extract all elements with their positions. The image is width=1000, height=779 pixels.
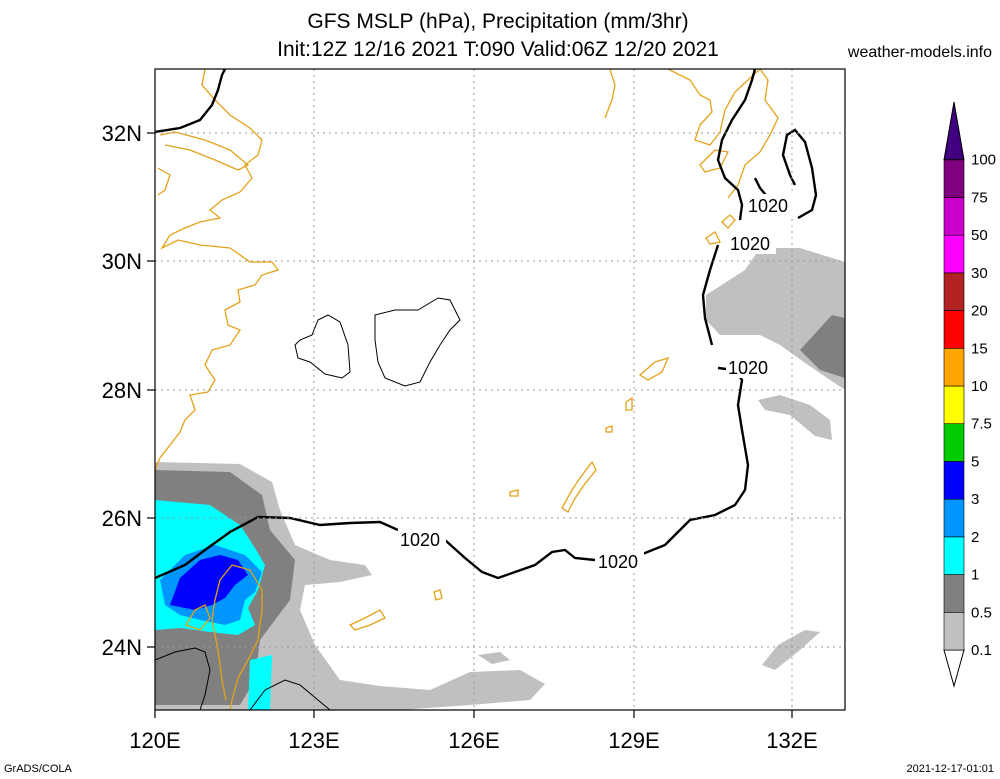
colorbar-swatch [943,101,965,161]
isobar-label: 1020 [730,234,770,254]
colorbar-swatch [943,385,965,425]
coastline [625,396,633,411]
colorbar-swatch [943,347,965,387]
coastline [211,564,263,710]
colorbar-level-label: 100 [971,152,996,169]
precip-area-light [758,395,832,440]
isobar-1020 [155,69,227,134]
coastline [509,489,519,497]
lon-tick-label: 126E [448,728,499,753]
coastline [159,131,250,171]
lat-tick-label: 32N [102,121,142,146]
lon-tick-label: 129E [608,728,659,753]
colorbar-level-label: 7.5 [971,416,992,433]
coastline [348,609,386,631]
lat-tick-label: 30N [102,249,142,274]
colorbar-swatch [943,272,965,311]
map-title: GFS MSLP (hPa), Precipitation (mm/3hr) [307,10,689,33]
colorbar-level-label: 5 [971,453,979,470]
coastline [638,356,670,381]
colorbar-swatch [943,498,965,538]
isobar-label: 1020 [748,196,788,216]
isobar-label: 1020 [400,530,440,550]
precip-area-medium [800,315,845,378]
colorbar-level-label: 2 [971,529,979,546]
coastline [605,425,613,433]
lon-tick-labels: 120E 123E 126E 129E 132E [129,728,817,753]
isobar-thin [249,679,331,710]
grid-layer [155,69,845,710]
generation-timestamp: 2021-12-17-01:01 [906,763,994,775]
coastline [705,231,721,245]
axis-ticks [147,132,793,718]
colorbar-level-label: 30 [971,265,988,282]
coastline [561,460,597,513]
colorbar-level-label: 50 [971,227,988,244]
colorbar-level-label: 0.5 [971,604,992,621]
colorbar-swatch [943,611,965,651]
colorbar-swatch [943,536,965,575]
lon-tick-label: 132E [766,728,817,753]
colorbar-level-label: 20 [971,303,988,320]
isobar-layer [155,69,818,710]
coastline [667,69,761,146]
coastline [185,604,211,631]
isobar-labels: 1020 1020 1020 1020 1020 [398,194,794,572]
coastline-layer [155,69,779,710]
lat-tick-label: 26N [102,506,142,531]
isobar-1020 [155,69,757,580]
coastline [433,589,443,601]
lon-tick-label: 120E [129,728,180,753]
isobar-label: 1020 [598,552,638,572]
isobar-thin [374,297,461,387]
colorbar-level-label: 15 [971,340,988,357]
lat-tick-label: 28N [102,378,142,403]
precipitation-layer [155,248,845,710]
isobar-label: 1020 [728,358,768,378]
coastline [727,69,779,199]
source-label: weather-models.info [847,44,992,61]
lat-tick-labels: 32N 30N 28N 26N 24N [102,121,142,660]
colorbar-level-label: 0.1 [971,642,992,659]
colorbar-swatch [943,423,965,462]
colorbar-swatch [943,310,965,349]
colorbar-level-label: 1 [971,567,979,584]
isobar-thin [155,647,211,710]
coastline [157,167,171,196]
precip-area-1mm [248,655,272,710]
colorbar-swatch [943,234,965,274]
precipitation-colorbar: 0.1 0.5 1 2 3 5 7.5 10 15 20 30 50 75 100 [943,101,996,688]
coastline [699,149,729,173]
precip-area-light [762,630,820,670]
isobar-thin [294,314,351,379]
colorbar-swatch [943,461,965,500]
precip-area-light [478,652,510,664]
colorbar-below-min-swatch [943,649,965,688]
lat-tick-label: 24N [102,635,142,660]
colorbar-level-label: 3 [971,491,979,508]
map-subtitle: Init:12Z 12/16 2021 T:090 Valid:06Z 12/2… [277,38,719,61]
colorbar-swatch [943,574,965,613]
colorbar-level-label: 10 [971,378,988,395]
software-credit: GrADS/COLA [4,763,72,775]
coastline [604,69,616,119]
colorbar-swatch [943,197,965,236]
colorbar-level-label: 75 [971,189,988,206]
coastline [721,214,736,229]
colorbar-swatch [943,159,965,198]
coastline [155,69,280,471]
lon-tick-label: 123E [288,728,339,753]
